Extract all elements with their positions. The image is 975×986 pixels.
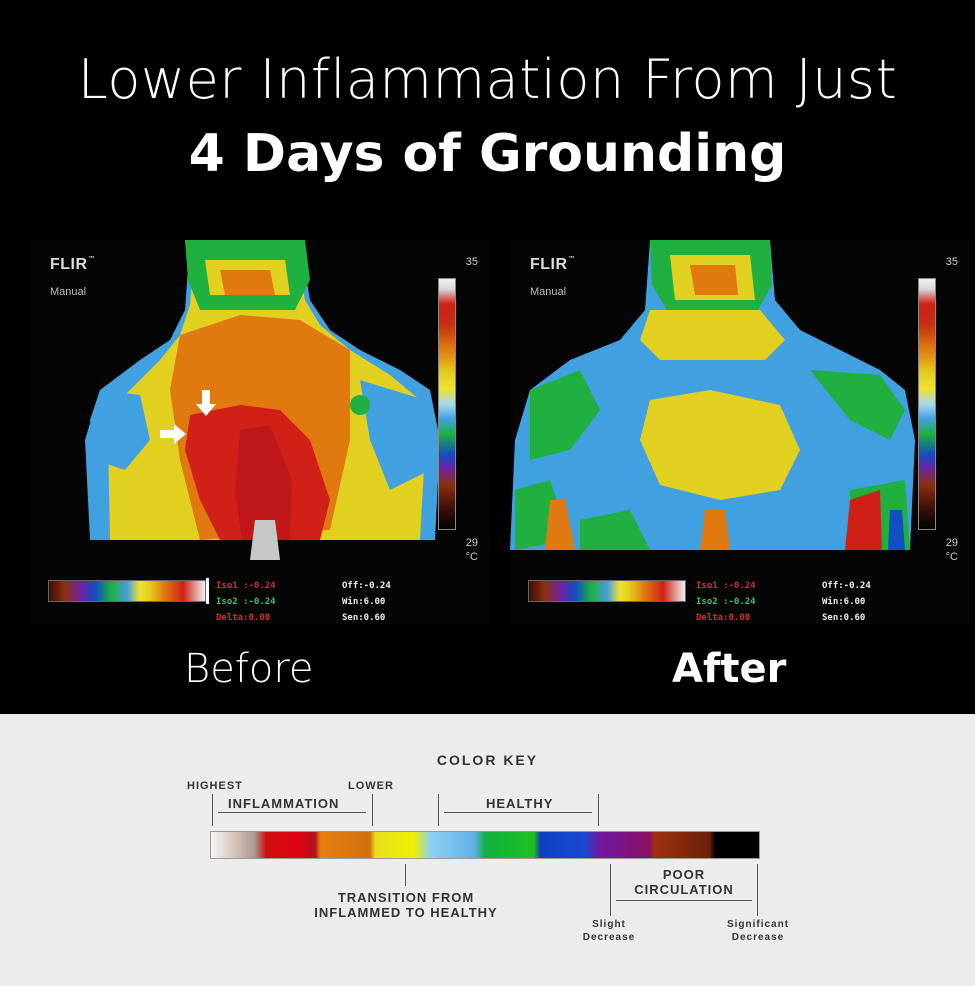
- delta-value: Delta:0.00: [696, 613, 751, 623]
- thermal-image-before: FLIR™ Manual 35 29 °C Iso1 :-0.24 Iso2 :…: [30, 240, 490, 625]
- iso2-value: Iso2 :-0.24: [216, 597, 276, 607]
- isotherm-palette-bar: [528, 580, 686, 602]
- off-value: Off:-0.24: [822, 581, 871, 591]
- poor-circulation-label: POOR CIRCULATION: [616, 867, 752, 897]
- significant-decrease-tick: [757, 864, 758, 916]
- flir-logo: FLIR™: [530, 256, 575, 274]
- inflammation-right-tick: [372, 794, 373, 826]
- camera-settings-readout: Off:-0.24 Win:6.00 Sen:0.60: [822, 578, 871, 625]
- flir-tm: ™: [568, 256, 576, 262]
- scale-unit: °C: [945, 551, 958, 563]
- slight-decrease-tick: [610, 864, 611, 916]
- delta-value: Delta:0.00: [216, 613, 271, 623]
- transition-label-line-2: INFLAMMED TO HEALTHY: [314, 905, 498, 920]
- transition-label: TRANSITION FROM INFLAMMED TO HEALTHY: [306, 890, 506, 920]
- lower-label: LOWER: [348, 780, 394, 792]
- flir-tm: ™: [88, 256, 96, 262]
- significant-decrease-label: Significant Decrease: [718, 918, 798, 944]
- slight-decrease-label: Slight Decrease: [574, 918, 644, 944]
- inflammation-left-tick: [212, 794, 213, 826]
- iso1-value: Iso1 :-0.24: [216, 581, 276, 591]
- transition-label-line-1: TRANSITION FROM: [337, 890, 475, 905]
- win-value: Win:6.00: [342, 597, 386, 607]
- thermal-body-before: [85, 240, 440, 560]
- iso2-value: Iso2 :-0.24: [696, 597, 756, 607]
- iso1-value: Iso1 :-0.24: [696, 581, 756, 591]
- headline-line-2: 4 Days of Grounding: [188, 124, 787, 184]
- poor-circulation-line-2: CIRCULATION: [634, 882, 734, 897]
- flir-brand-text: FLIR: [530, 256, 568, 273]
- isotherm-readout: Iso1 :-0.24 Iso2 :-0.24 Delta:0.00: [696, 578, 756, 625]
- before-caption: Before: [184, 646, 314, 692]
- significant-line-1: Significant: [726, 919, 790, 930]
- poor-circulation-range-line: [616, 900, 752, 901]
- transition-tick: [405, 864, 406, 886]
- scale-unit: °C: [465, 551, 478, 563]
- scale-max: 35: [465, 256, 478, 268]
- scale-min-block: 29 °C: [466, 536, 478, 564]
- temperature-scale-bar: [918, 278, 936, 530]
- color-key-title: COLOR KEY: [436, 752, 539, 768]
- scale-max: 35: [945, 256, 958, 268]
- poor-circulation-line-1: POOR: [662, 867, 706, 882]
- scale-min-block: 29 °C: [946, 536, 958, 564]
- isotherm-palette-bar: [48, 580, 206, 602]
- thermal-image-after: FLIR™ Manual 35 29 °C Iso1 :-0.24 Iso2 :…: [510, 240, 970, 625]
- healthy-left-tick: [438, 794, 439, 826]
- slight-line-2: Decrease: [582, 932, 636, 943]
- scale-min: 29: [945, 537, 958, 549]
- flir-brand-text: FLIR: [50, 256, 88, 273]
- significant-line-2: Decrease: [731, 932, 785, 943]
- hero-section: Lower Inflammation From Just 4 Days of G…: [30, 48, 970, 692]
- inflammation-label: INFLAMMATION: [228, 796, 340, 811]
- off-value: Off:-0.24: [342, 581, 391, 591]
- healthy-range-line: [444, 812, 592, 813]
- thermal-body-after: [510, 240, 915, 550]
- color-key-gradient-bar: [210, 831, 760, 859]
- isotherm-readout: Iso1 :-0.24 Iso2 :-0.24 Delta:0.00: [216, 578, 276, 625]
- temperature-scale-bar: [438, 278, 456, 530]
- mode-label: Manual: [50, 286, 87, 298]
- slight-line-1: Slight: [592, 919, 626, 930]
- healthy-right-tick: [598, 794, 599, 826]
- scale-min: 29: [465, 537, 478, 549]
- win-value: Win:6.00: [822, 597, 866, 607]
- color-key-section: COLOR KEY HIGHEST LOWER INFLAMMATION HEA…: [0, 714, 975, 986]
- mode-label: Manual: [530, 286, 567, 298]
- camera-settings-readout: Off:-0.24 Win:6.00 Sen:0.60: [342, 578, 391, 625]
- flir-logo: FLIR™: [50, 256, 95, 274]
- sen-value: Sen:0.60: [822, 613, 866, 623]
- isotherm-marker: [206, 578, 209, 604]
- healthy-label: HEALTHY: [486, 796, 554, 811]
- after-caption: After: [672, 646, 787, 692]
- sen-value: Sen:0.60: [342, 613, 386, 623]
- highest-label: HIGHEST: [187, 780, 243, 792]
- inflammation-range-line: [218, 812, 366, 813]
- headline-line-1: Lower Inflammation From Just: [77, 48, 898, 111]
